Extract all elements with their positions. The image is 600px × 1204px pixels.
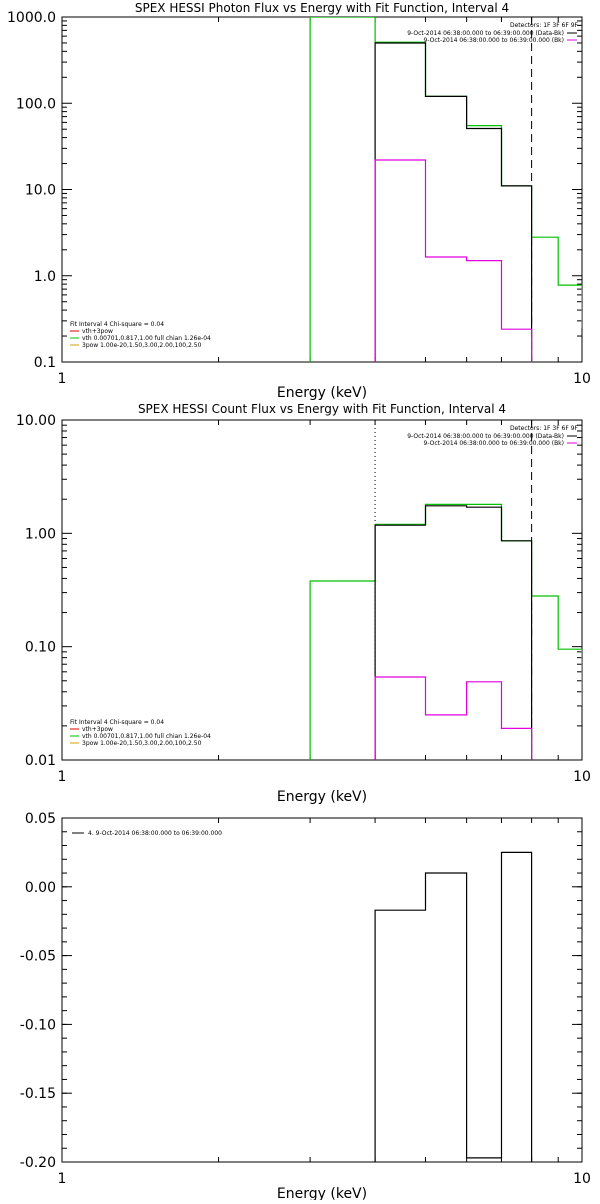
y-tick-label: 10.00 — [16, 413, 56, 429]
y-tick-label: 0.05 — [25, 811, 56, 827]
detectors-label: Detectors: 1F 3F 6F 9F — [510, 425, 579, 432]
legend-entry: vth 0.00701,0.817,1.00 full chian 1.26e-… — [82, 335, 211, 342]
x-tick-label: 1 — [58, 371, 67, 387]
chart-title: SPEX HESSI Photon Flux vs Energy with Fi… — [135, 1, 509, 15]
y-tick-label: 0.01 — [25, 753, 56, 769]
x-axis-label: Energy (keV) — [277, 385, 367, 401]
legend-title: Fit Interval 4 Chi-square = 0.04 — [70, 719, 164, 726]
chart-panel-3: Energy (keV) 1 10 -0.20 -0.15 -0.10 -0.05 0.00 0… — [20, 811, 591, 1202]
x-tick-label: 10 — [573, 769, 591, 785]
y-tick-label: 1000.0 — [7, 10, 56, 26]
y-tick-label: 1.0 — [34, 269, 56, 285]
x-tick-label: 10 — [573, 371, 591, 387]
time-label: 9-Oct-2014 06:38:00.000 to 06:39:00.000 … — [424, 37, 565, 44]
x-axis-label: Energy (keV) — [277, 789, 367, 805]
y-tick-label: 0.1 — [34, 355, 56, 371]
y-tick-label: -0.15 — [20, 1086, 56, 1102]
detectors-label: Detectors: 1F 3F 6F 9F — [510, 22, 579, 29]
time-label: 9-Oct-2014 06:38:00.000 to 06:39:00.000 … — [407, 433, 564, 440]
y-tick-label: 0.00 — [25, 880, 56, 896]
y-tick-label: 10.0 — [25, 183, 56, 199]
legend-entry: 3pow 1.00e-20,1.50,3.00,2.00,100,2.50 — [82, 342, 202, 349]
y-tick-label: -0.05 — [20, 949, 56, 965]
chart-panel-1: SPEX HESSI Photon Flux vs Energy with Fi… — [7, 1, 591, 401]
data-series-1 — [309, 503, 582, 760]
y-tick-label: 1.00 — [25, 526, 56, 542]
legend-entry: 4. 9-Oct-2014 06:38:00.000 to 06:39:00.0… — [88, 830, 222, 837]
time-label: 9-Oct-2014 06:38:00.000 to 06:39:00.000 … — [407, 30, 564, 37]
legend-entry: vth 0.00701,0.817,1.00 full chian 1.26e-… — [82, 733, 211, 740]
data-series-3 — [374, 676, 533, 760]
legend-entry: vth+3pow — [82, 726, 113, 733]
x-tick-label: 10 — [573, 1171, 591, 1187]
chart-panel-2: SPEX HESSI Count Flux vs Energy with Fit… — [16, 402, 591, 805]
plot-frame — [61, 16, 583, 363]
x-tick-label: 1 — [58, 1171, 67, 1187]
legend-entry: vth+3pow — [82, 328, 113, 335]
data-series-2 — [374, 505, 533, 760]
plot-frame — [61, 419, 583, 761]
data-series-1 — [374, 851, 533, 1162]
x-tick-label: 1 — [58, 769, 67, 785]
chart-title: SPEX HESSI Count Flux vs Energy with Fit… — [138, 402, 506, 416]
y-tick-label: -0.10 — [20, 1017, 56, 1033]
y-tick-label: 100.0 — [16, 96, 56, 112]
plot-frame — [61, 817, 583, 1163]
y-tick-label: -0.20 — [20, 1155, 56, 1171]
y-tick-label: 0.10 — [25, 640, 56, 656]
data-series-1 — [309, 17, 582, 362]
x-axis-label: Energy (keV) — [277, 1186, 367, 1200]
legend-entry: 3pow 1.00e-20,1.50,3.00,2.00,100,2.50 — [82, 740, 202, 747]
legend-title: Fit Interval 4 Chi-square = 0.04 — [70, 321, 164, 328]
time-label: 9-Oct-2014 06:38:00.000 to 06:39:00.000 … — [424, 440, 565, 447]
data-series-2 — [374, 42, 533, 362]
data-series-3 — [374, 159, 533, 362]
